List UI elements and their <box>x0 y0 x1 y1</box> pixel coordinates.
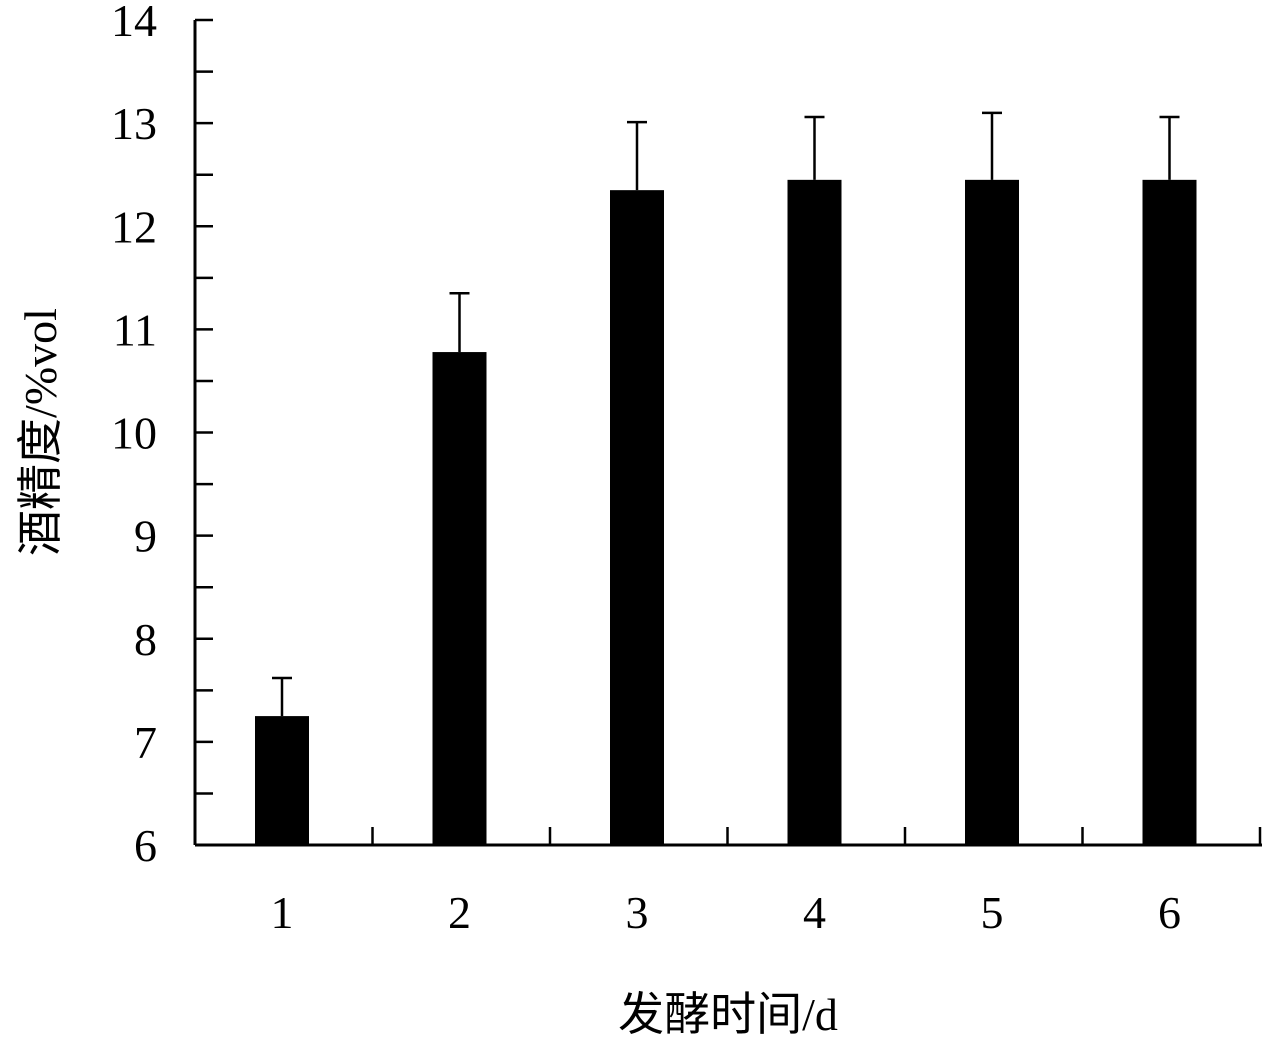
x-tick-label: 4 <box>803 887 826 938</box>
x-tick-label: 6 <box>1158 887 1181 938</box>
y-tick-label: 13 <box>111 98 157 149</box>
axes-layer <box>193 20 1262 847</box>
y-tick-label: 10 <box>111 408 157 459</box>
y-ticks: 6 7 8 9 10 11 12 13 14 <box>111 0 213 871</box>
x-tick-label: 1 <box>271 887 294 938</box>
y-tick-label: 12 <box>111 201 157 252</box>
x-tick-label: 2 <box>448 887 471 938</box>
y-tick-label: 6 <box>134 820 157 871</box>
error-bars-layer <box>272 111 1180 717</box>
bar-5 <box>965 179 1019 845</box>
bar-1 <box>255 716 309 845</box>
bar-6 <box>1142 179 1197 845</box>
x-axis-title: 发酵时间/d <box>618 989 838 1040</box>
bar-2 <box>432 352 487 845</box>
y-tick-label: 11 <box>113 304 157 355</box>
y-tick-label: 7 <box>134 717 157 768</box>
x-ticks: 1 2 3 4 5 6 <box>271 827 1262 938</box>
x-tick-label: 5 <box>981 887 1004 938</box>
y-axis-title: 酒精度/%vol <box>15 308 66 556</box>
bar-4 <box>787 179 842 845</box>
y-tick-label: 14 <box>111 0 157 46</box>
y-tick-label: 9 <box>134 511 157 562</box>
bar-3 <box>610 190 664 845</box>
bars-layer <box>255 179 1197 845</box>
x-tick-label: 3 <box>626 887 649 938</box>
y-tick-label: 8 <box>134 614 157 665</box>
